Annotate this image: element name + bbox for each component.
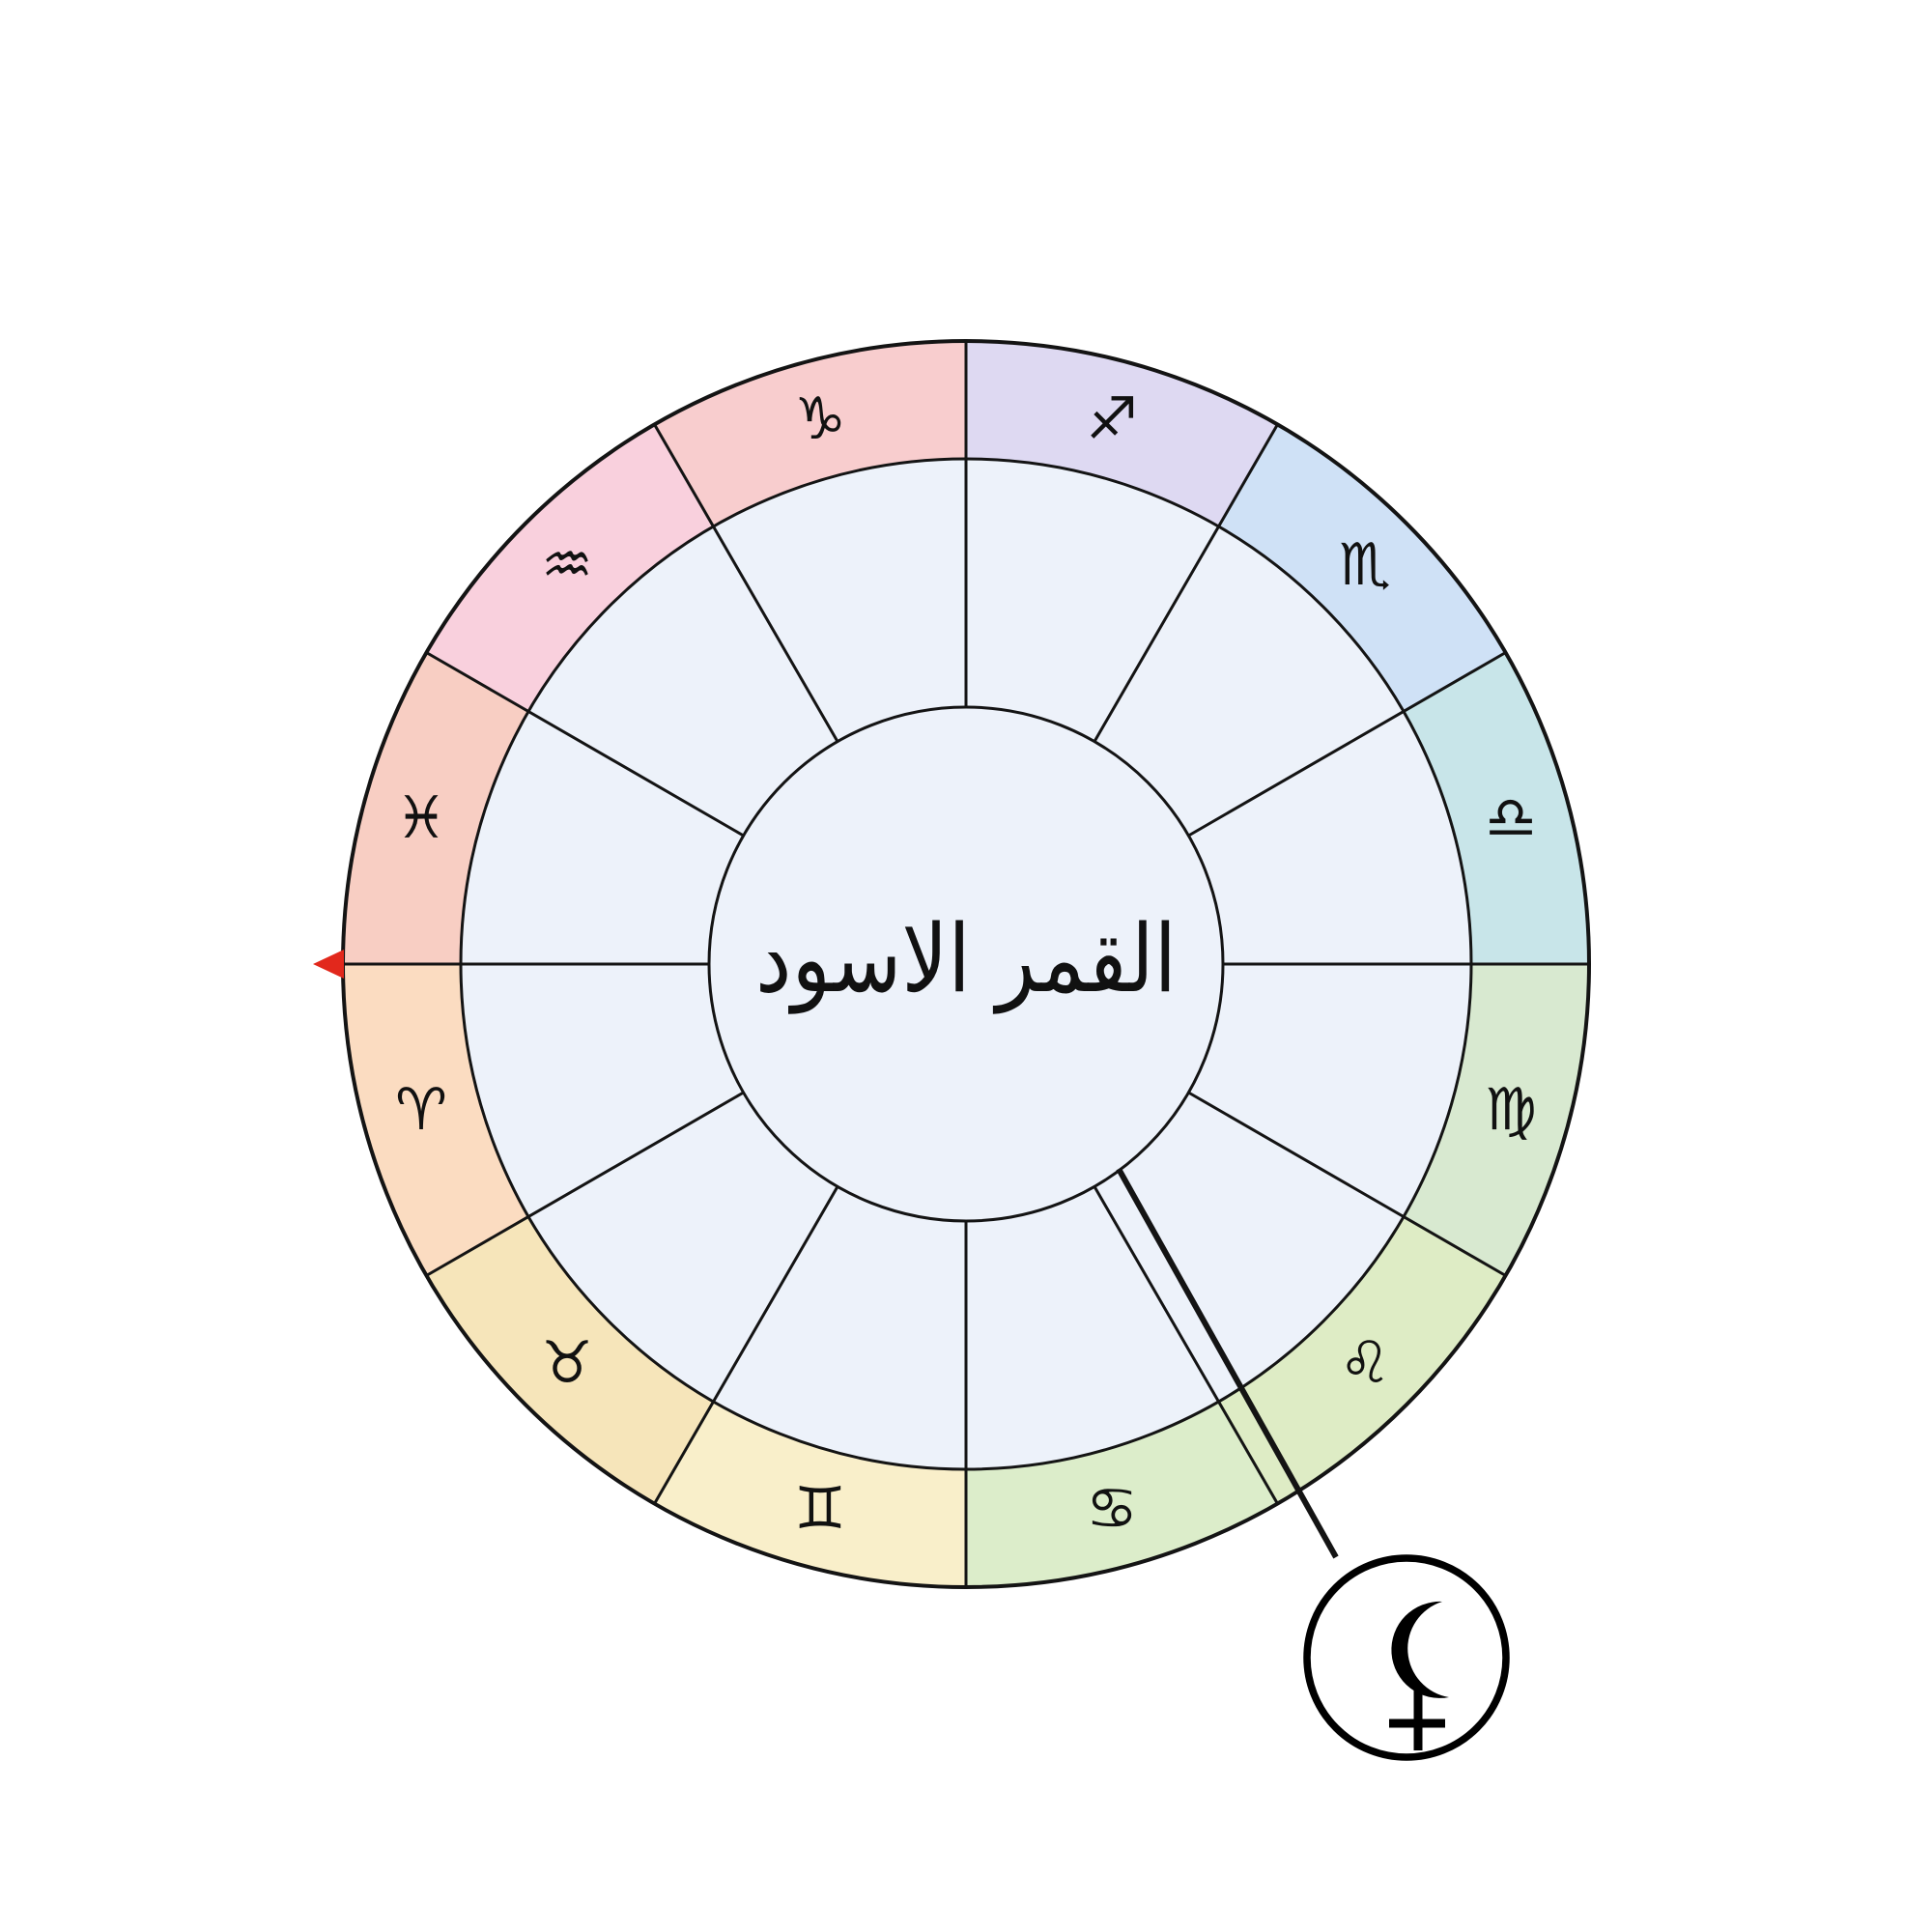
house-cusp-line xyxy=(1093,423,1279,743)
pisces-icon: ♓ xyxy=(395,784,447,852)
house-cusp-line xyxy=(425,651,745,838)
ascendant-arrow-icon xyxy=(313,950,344,979)
aquarius-icon: ♒ xyxy=(541,531,593,599)
house-cusp-line xyxy=(1187,651,1507,838)
libra-icon: ♎ xyxy=(1485,784,1537,852)
house-cusp-line xyxy=(425,1091,745,1277)
taurus-icon: ♉ xyxy=(541,1329,593,1397)
lilith-badge xyxy=(1303,1554,1510,1761)
sign-segment-scorpio xyxy=(1218,424,1506,712)
leo-icon: ♌ xyxy=(1339,1329,1391,1397)
lilith-pointer-line xyxy=(1116,1167,1339,1559)
center-circle xyxy=(707,705,1225,1223)
house-cusp-line xyxy=(653,423,839,743)
virgo-icon: ♍ xyxy=(1485,1076,1537,1144)
sagittarius-icon: ♐ xyxy=(1086,385,1138,453)
cusp-lines xyxy=(343,341,1589,1587)
capricorn-icon: ♑ xyxy=(794,385,846,453)
house-cusp-line xyxy=(1187,1091,1507,1277)
chart-title: القمر الاسود xyxy=(755,904,1177,1014)
house-ring-outline xyxy=(459,457,1473,1471)
scorpio-icon: ♏ xyxy=(1339,531,1391,599)
house-cusp-line xyxy=(1093,1185,1279,1505)
sign-segment-aquarius xyxy=(426,424,714,712)
house-cusp-line xyxy=(653,1185,839,1505)
black-moon-lilith-icon xyxy=(1389,1601,1449,1750)
aries-icon: ♈ xyxy=(395,1076,447,1144)
sign-segment-leo xyxy=(1218,1216,1506,1504)
cancer-icon: ♋ xyxy=(1086,1475,1138,1543)
lilith-crescent xyxy=(1391,1601,1449,1698)
gemini-icon: ♊ xyxy=(794,1475,846,1543)
sign-glyphs: ♍ ♌ ♋ ♊ ♉ ♈ ♓ ♒ ♑ ♐ ♏ ♎ xyxy=(395,385,1537,1543)
sign-segment-taurus xyxy=(426,1216,714,1504)
